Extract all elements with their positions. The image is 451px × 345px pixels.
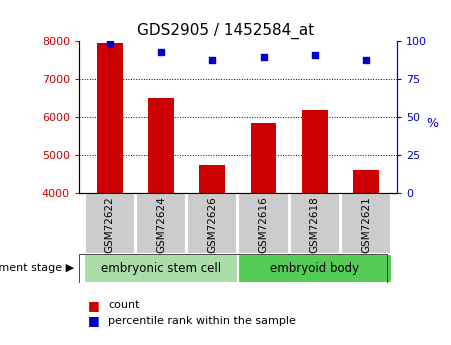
Point — [106, 42, 113, 47]
Bar — [187, 193, 237, 254]
Text: development stage ▶: development stage ▶ — [0, 263, 74, 273]
Bar — [251, 123, 276, 193]
Text: GDS2905 / 1452584_at: GDS2905 / 1452584_at — [137, 22, 314, 39]
Text: GSM72616: GSM72616 — [258, 196, 268, 253]
Bar — [239, 193, 289, 254]
Text: ■: ■ — [88, 299, 100, 312]
Point — [311, 52, 318, 58]
Text: GSM72624: GSM72624 — [156, 196, 166, 253]
Y-axis label: %: % — [427, 117, 438, 130]
Point — [209, 57, 216, 62]
Point — [157, 49, 165, 55]
Bar — [353, 170, 379, 193]
Bar — [84, 254, 238, 283]
Bar — [238, 254, 392, 283]
Bar — [148, 98, 174, 193]
Text: ■: ■ — [88, 314, 100, 327]
Text: GSM72622: GSM72622 — [105, 196, 115, 253]
Point — [260, 54, 267, 59]
Bar — [341, 193, 391, 254]
Bar — [199, 165, 225, 193]
Text: GSM72618: GSM72618 — [310, 196, 320, 253]
Text: GSM72621: GSM72621 — [361, 196, 371, 253]
Bar — [302, 110, 327, 193]
Bar — [85, 193, 135, 254]
Text: GSM72626: GSM72626 — [207, 196, 217, 253]
Point — [363, 57, 370, 62]
Text: embryoid body: embryoid body — [270, 262, 359, 275]
Bar — [136, 193, 186, 254]
Bar — [290, 193, 340, 254]
Text: percentile rank within the sample: percentile rank within the sample — [108, 316, 296, 326]
Bar — [97, 43, 123, 193]
Text: count: count — [108, 300, 140, 310]
Text: embryonic stem cell: embryonic stem cell — [101, 262, 221, 275]
